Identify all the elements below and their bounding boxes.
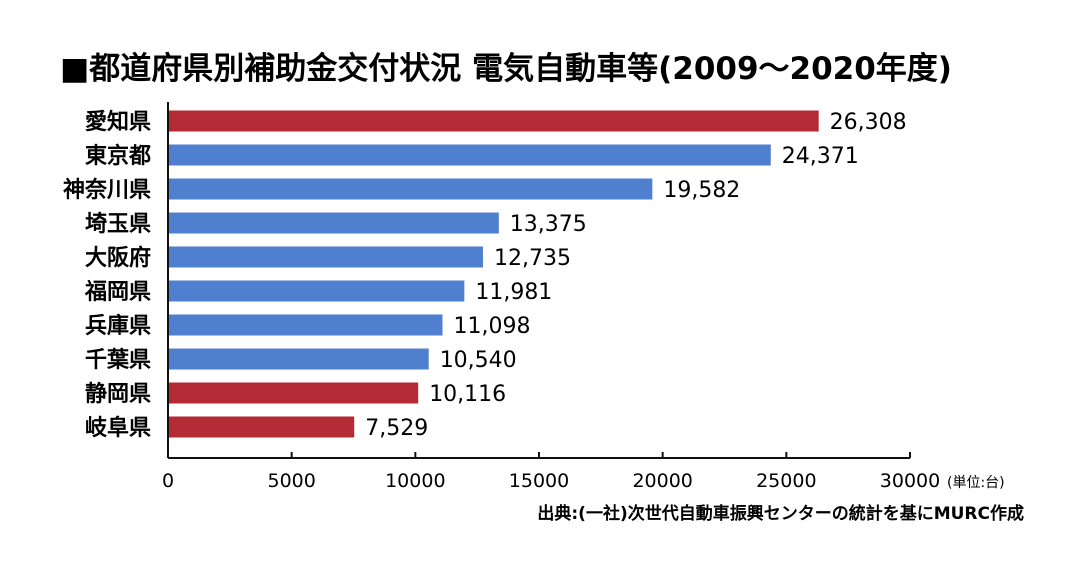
category-label: 東京都 <box>85 143 151 169</box>
value-label: 7,529 <box>365 416 428 441</box>
bar <box>168 110 819 132</box>
bar <box>168 178 653 200</box>
x-ticks <box>167 452 911 458</box>
value-label: 10,540 <box>440 348 517 373</box>
value-label: 13,375 <box>510 212 587 237</box>
category-label: 埼玉県 <box>85 212 151 237</box>
value-label: 26,308 <box>830 110 907 135</box>
x-tick-label: 25000 <box>756 470 816 492</box>
source-note: 出典:(一社)次世代自動車振興センターの統計を基にMURC作成 <box>537 503 1024 524</box>
unit-label: (単位:台) <box>947 475 1005 491</box>
bar <box>168 314 443 336</box>
bars <box>168 110 819 438</box>
value-label: 12,735 <box>494 246 571 271</box>
category-label: 福岡県 <box>84 280 151 305</box>
x-tick-label: 30000 <box>880 470 940 492</box>
value-label: 11,098 <box>453 314 530 339</box>
chart-title: ■都道府県別補助金交付状況 電気自動車等(2009〜2020年度) <box>60 51 952 87</box>
x-tick-label: 15000 <box>509 470 569 492</box>
category-label: 岐阜県 <box>85 415 151 441</box>
bar <box>168 246 483 268</box>
value-label: 11,981 <box>475 280 552 305</box>
bar <box>168 382 419 404</box>
category-label: 大阪府 <box>85 245 151 271</box>
bar <box>168 416 355 438</box>
value-label: 19,582 <box>663 178 740 203</box>
category-label: 静岡県 <box>85 381 151 407</box>
bar <box>168 212 499 234</box>
category-label: 愛知県 <box>85 109 151 135</box>
x-tick-label: 5000 <box>267 470 315 492</box>
x-tick-label: 0 <box>162 470 174 492</box>
value-label: 24,371 <box>782 144 859 169</box>
value-label: 10,116 <box>429 382 506 407</box>
category-label: 神奈川県 <box>63 177 151 203</box>
category-label: 兵庫県 <box>85 313 151 339</box>
x-tick-label: 20000 <box>632 470 692 492</box>
x-tick-label: 10000 <box>385 470 445 492</box>
x-tick-labels: 0 5000 10000 15000 20000 25000 30000 <box>162 470 940 492</box>
value-labels: 26,308 24,371 19,582 13,375 12,735 11,981 11,0… <box>365 110 906 441</box>
bar <box>168 348 429 370</box>
category-label: 千葉県 <box>85 348 151 373</box>
bar <box>168 144 771 166</box>
bar <box>168 280 465 302</box>
